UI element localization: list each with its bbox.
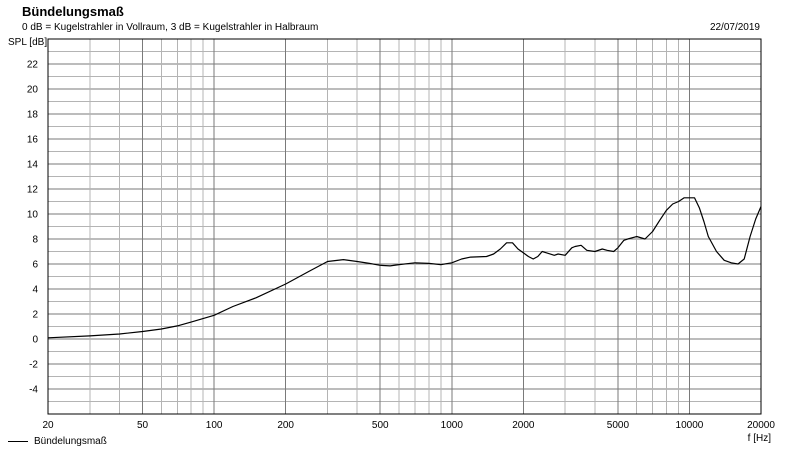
x-tick-label: 20: [42, 420, 54, 431]
chart-subtitle: 0 dB = Kugelstrahler in Vollraum, 3 dB =…: [22, 22, 319, 33]
x-tick-label: 200: [277, 420, 294, 431]
y-tick-label: 14: [27, 160, 39, 171]
x-tick-label: 10000: [676, 420, 704, 431]
y-tick-label: 8: [32, 235, 38, 246]
series-line-0: [47, 197, 762, 339]
y-tick-label: 16: [27, 135, 39, 146]
legend-label: Bündelungsmaß: [34, 436, 107, 447]
x-tick-label: 50: [137, 420, 149, 431]
y-tick-label: 0: [32, 335, 38, 346]
x-axis-label: f [Hz]: [748, 433, 772, 444]
legend-line-swatch: [8, 441, 28, 442]
y-tick-label: 10: [27, 210, 39, 221]
legend: Bündelungsmaß: [8, 436, 107, 447]
y-tick-label: 20: [27, 85, 39, 96]
plot-frame: [47, 38, 762, 415]
y-tick-label: 4: [32, 285, 38, 296]
y-tick-label: -4: [29, 385, 38, 396]
chart-date: 22/07/2019: [709, 22, 760, 33]
y-tick-label: -2: [29, 360, 38, 371]
y-tick-label: 2: [32, 310, 38, 321]
y-tick-label: 22: [27, 60, 39, 71]
x-tick-label: 100: [206, 420, 223, 431]
x-tick-label: 5000: [607, 420, 630, 431]
chart-title: Bündelungsmaß: [22, 4, 124, 19]
x-tick-label: 2000: [512, 420, 535, 431]
x-tick-label: 1000: [441, 420, 464, 431]
y-axis-label: SPL [dB]: [8, 37, 47, 48]
y-tick-label: 6: [32, 260, 38, 271]
y-tick-label: 18: [27, 110, 39, 121]
x-tick-label: 20000: [747, 420, 775, 431]
y-tick-label: 12: [27, 185, 39, 196]
x-tick-label: 500: [372, 420, 389, 431]
